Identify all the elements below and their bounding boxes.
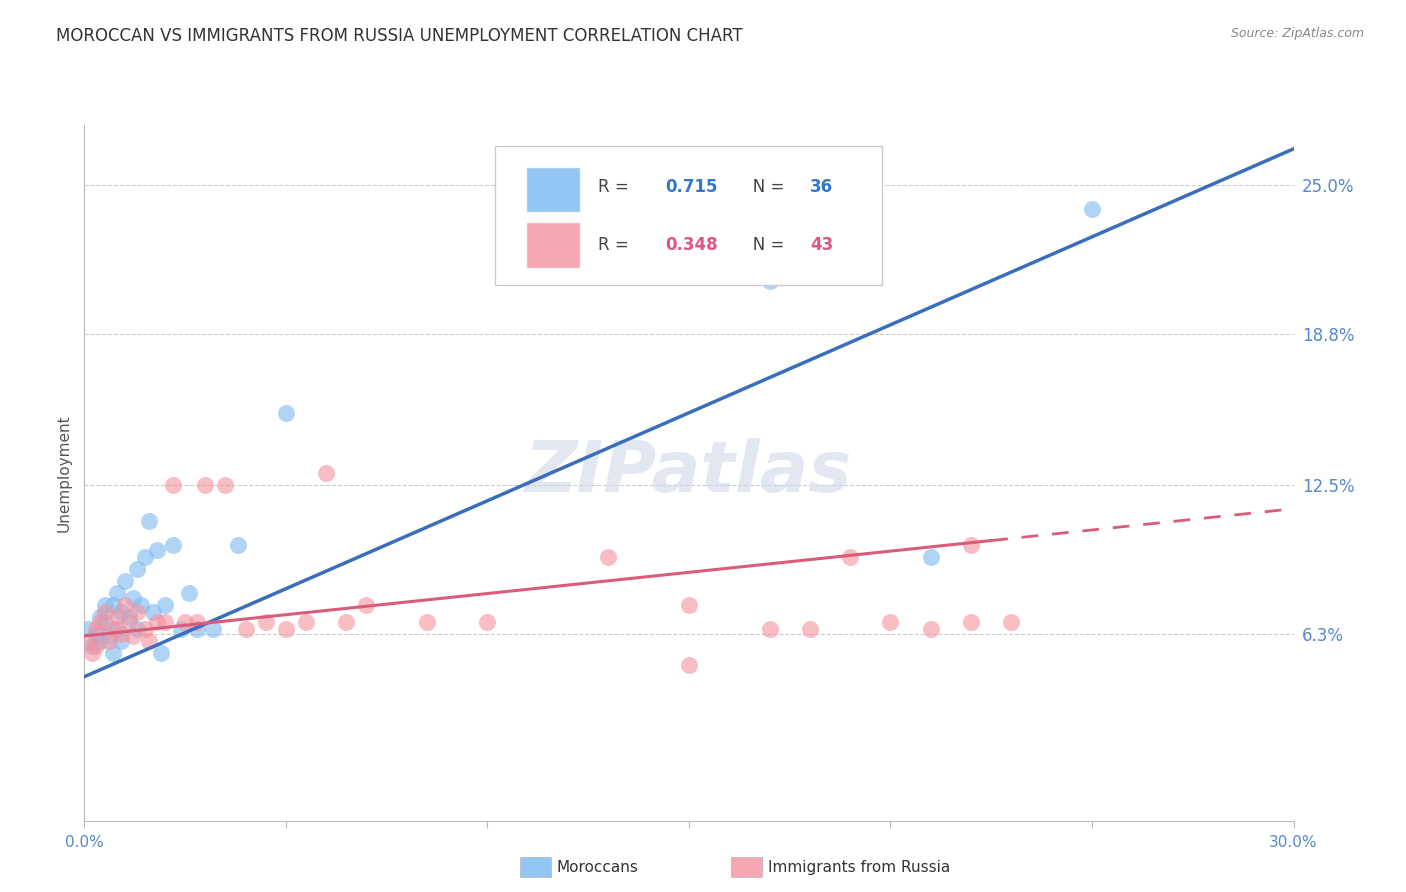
Point: [142, 605, 165, 619]
Point: [125, 605, 148, 619]
Point: [153, 598, 176, 612]
Point: [179, 585, 201, 599]
Text: N =: N =: [737, 178, 790, 196]
Point: [254, 615, 277, 629]
Point: [110, 626, 132, 640]
Text: R =: R =: [599, 178, 634, 196]
Point: [77, 633, 100, 648]
Point: [162, 538, 184, 552]
Point: [138, 633, 160, 648]
Point: [920, 549, 942, 564]
Point: [170, 622, 193, 636]
Point: [758, 622, 780, 636]
Point: [97, 633, 120, 648]
Point: [839, 549, 862, 564]
Point: [1000, 615, 1022, 629]
Text: Source: ZipAtlas.com: Source: ZipAtlas.com: [1230, 27, 1364, 40]
Text: 0.0%: 0.0%: [65, 836, 104, 850]
Point: [97, 629, 120, 643]
Point: [101, 622, 124, 636]
Point: [146, 615, 169, 629]
Point: [101, 598, 124, 612]
Point: [960, 615, 983, 629]
Point: [274, 622, 297, 636]
Point: [960, 538, 983, 552]
Text: 30.0%: 30.0%: [1270, 836, 1317, 850]
Point: [89, 609, 111, 624]
Y-axis label: Unemployment: Unemployment: [56, 414, 72, 532]
Point: [105, 585, 128, 599]
Point: [1081, 202, 1104, 216]
Point: [110, 633, 132, 648]
Point: [477, 615, 499, 629]
Text: Immigrants from Russia: Immigrants from Russia: [768, 860, 950, 874]
Point: [149, 646, 172, 660]
Point: [93, 605, 115, 619]
Point: [226, 538, 249, 552]
Point: [678, 657, 700, 672]
Point: [315, 466, 337, 480]
Text: Moroccans: Moroccans: [557, 860, 638, 874]
Point: [93, 615, 115, 629]
Text: N =: N =: [737, 235, 790, 253]
Point: [82, 646, 104, 660]
Point: [125, 562, 148, 576]
Point: [335, 615, 357, 629]
Point: [121, 629, 143, 643]
Point: [356, 598, 378, 612]
FancyBboxPatch shape: [495, 145, 883, 285]
Text: MOROCCAN VS IMMIGRANTS FROM RUSSIA UNEMPLOYMENT CORRELATION CHART: MOROCCAN VS IMMIGRANTS FROM RUSSIA UNEMP…: [56, 27, 742, 45]
Point: [118, 609, 141, 624]
Point: [162, 477, 184, 491]
Point: [105, 622, 128, 636]
Point: [121, 591, 143, 605]
Point: [86, 626, 108, 640]
Point: [114, 574, 136, 588]
Point: [879, 615, 901, 629]
Point: [295, 615, 318, 629]
FancyBboxPatch shape: [526, 222, 581, 268]
Point: [138, 514, 160, 528]
Point: [118, 615, 141, 629]
Point: [101, 646, 124, 660]
Point: [153, 615, 176, 629]
Point: [129, 598, 152, 612]
Point: [89, 615, 111, 629]
Point: [186, 622, 208, 636]
Text: 43: 43: [810, 235, 834, 253]
FancyBboxPatch shape: [526, 167, 581, 212]
Point: [799, 622, 821, 636]
Point: [110, 605, 132, 619]
Point: [77, 622, 100, 636]
Point: [598, 549, 620, 564]
Point: [93, 598, 115, 612]
Point: [134, 549, 156, 564]
Text: ZIPatlas: ZIPatlas: [526, 438, 852, 508]
Point: [416, 615, 439, 629]
Text: 36: 36: [810, 178, 832, 196]
Point: [235, 622, 257, 636]
Point: [174, 615, 197, 629]
Point: [134, 622, 156, 636]
Point: [146, 542, 169, 557]
Point: [125, 622, 148, 636]
Point: [86, 622, 108, 636]
Text: R =: R =: [599, 235, 634, 253]
Text: 0.348: 0.348: [665, 235, 717, 253]
Point: [920, 622, 942, 636]
Point: [202, 622, 225, 636]
Point: [194, 477, 217, 491]
Point: [82, 639, 104, 653]
Point: [186, 615, 208, 629]
Point: [274, 406, 297, 420]
Point: [678, 598, 700, 612]
Point: [86, 639, 108, 653]
Point: [89, 633, 111, 648]
Point: [114, 598, 136, 612]
Point: [214, 477, 236, 491]
Point: [105, 609, 128, 624]
Text: 0.715: 0.715: [665, 178, 717, 196]
Point: [758, 274, 780, 288]
